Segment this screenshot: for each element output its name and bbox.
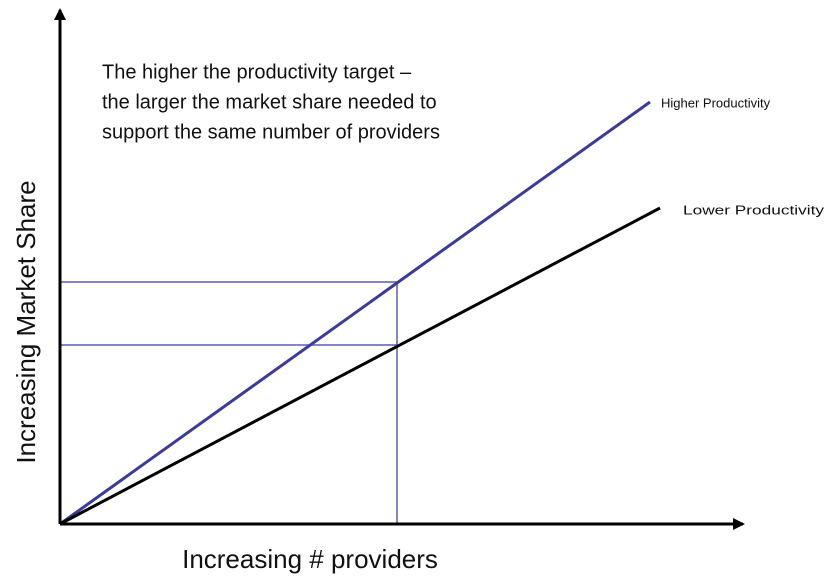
lower-productivity-line [59,206,661,526]
line-label: Lower Productivity [683,202,825,217]
higher-productivity-line [59,100,651,526]
annotation-line: support the same number of providers [102,121,440,143]
y-axis-label: Increasing Market Share [11,180,41,463]
line-label: Higher Productivity [661,95,771,110]
annotation-line: The higher the productivity target – [102,61,412,83]
x-axis-label: Increasing # providers [182,544,438,574]
annotation-line: the larger the market share needed to [102,91,437,113]
